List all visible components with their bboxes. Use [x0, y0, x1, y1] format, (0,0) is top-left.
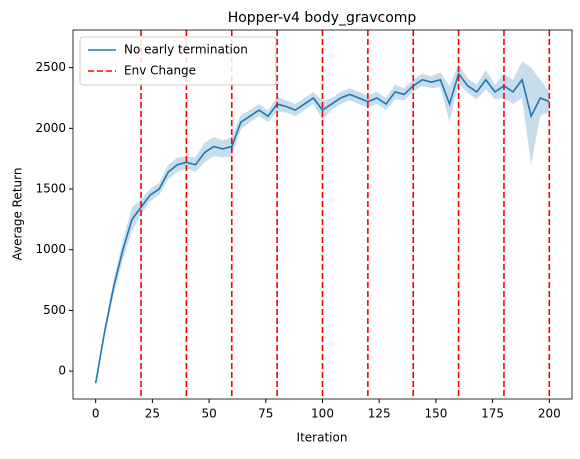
y-tick-label: 500 [43, 303, 66, 317]
chart-title: Hopper-v4 body_gravcomp [228, 10, 417, 26]
y-tick-label: 2000 [35, 121, 66, 135]
error-band [95, 61, 550, 386]
x-tick-label: 50 [201, 407, 216, 421]
line [94, 71, 550, 384]
x-tick-label: 150 [424, 407, 447, 421]
x-tick-label: 25 [145, 407, 160, 421]
legend-label: No early termination [124, 43, 248, 57]
y-tick-label: 2500 [35, 60, 66, 74]
y-tick-label: 0 [58, 364, 66, 378]
x-tick-label: 100 [311, 407, 334, 421]
y-tick-label: 1500 [35, 182, 66, 196]
x-tick-label: 125 [368, 407, 391, 421]
legend-label: Env Change [124, 64, 196, 78]
x-tick-label: 175 [481, 407, 504, 421]
x-tick-label: 75 [258, 407, 273, 421]
x-tick-label: 200 [538, 407, 561, 421]
x-axis-label: Iteration [297, 431, 348, 445]
legend-box [79, 36, 277, 86]
x-tick-label: 0 [92, 407, 100, 421]
y-tick-label: 1000 [35, 242, 66, 256]
plot-frame [72, 29, 573, 400]
y-axis-label: Average Return [11, 168, 25, 261]
